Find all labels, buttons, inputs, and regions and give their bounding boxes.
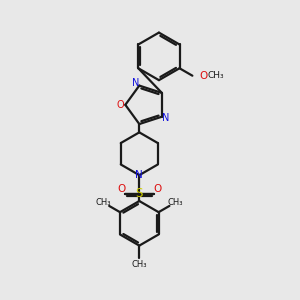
Text: O: O: [117, 184, 126, 194]
Text: O: O: [200, 71, 208, 81]
Text: O: O: [153, 184, 161, 194]
Text: N: N: [162, 113, 169, 123]
Text: O: O: [116, 100, 124, 110]
Text: CH₃: CH₃: [167, 198, 183, 207]
Text: CH₃: CH₃: [131, 260, 147, 269]
Text: CH₃: CH₃: [208, 71, 224, 80]
Text: CH₃: CH₃: [96, 198, 111, 207]
Text: N: N: [135, 170, 143, 180]
Text: S: S: [136, 187, 143, 200]
Text: N: N: [132, 78, 139, 88]
